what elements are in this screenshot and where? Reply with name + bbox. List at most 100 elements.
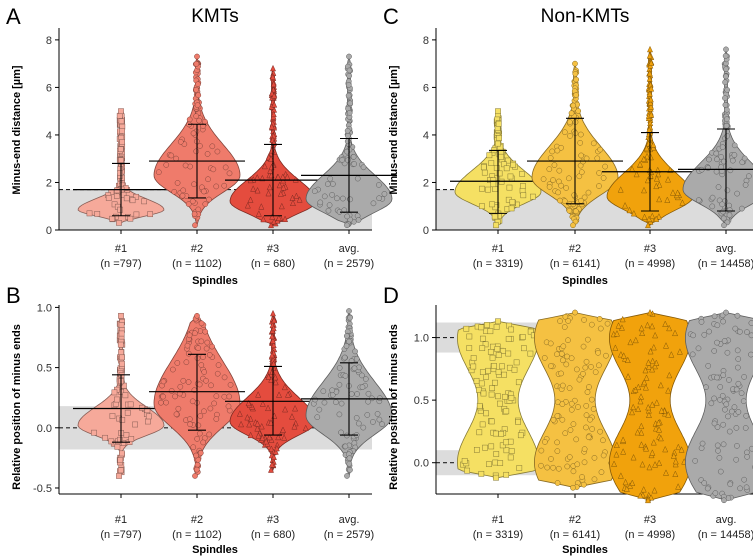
- y-axis-title: Relative position of minus ends: [388, 324, 400, 490]
- violin-group: [450, 108, 546, 229]
- data-point: [189, 398, 196, 405]
- data-point: [493, 451, 500, 457]
- data-point: [269, 368, 276, 375]
- data-point: [724, 133, 731, 139]
- data-point: [268, 461, 275, 468]
- data-point: [637, 160, 644, 168]
- data-point: [463, 325, 470, 332]
- data-point: [620, 448, 627, 455]
- data-point: [527, 328, 534, 335]
- data-point: [718, 154, 724, 160]
- data-point: [517, 432, 524, 439]
- data-point: [656, 426, 663, 433]
- data-point: [538, 462, 544, 469]
- category-label: #1: [115, 514, 127, 526]
- data-point: [494, 346, 501, 352]
- data-point: [577, 131, 584, 138]
- data-point: [492, 379, 498, 386]
- data-point: [117, 457, 124, 464]
- data-point: [196, 430, 203, 437]
- data-point: [177, 383, 184, 390]
- data-point: [679, 199, 686, 206]
- data-point: [548, 363, 554, 369]
- data-point: [124, 409, 131, 416]
- data-point: [748, 351, 753, 358]
- data-point: [118, 312, 124, 319]
- y-tick-label: 0.0: [37, 423, 52, 435]
- data-point: [613, 330, 620, 337]
- data-point: [733, 425, 740, 431]
- data-point: [644, 152, 651, 160]
- data-point: [735, 380, 742, 387]
- data-point: [321, 193, 328, 200]
- data-point: [644, 321, 651, 329]
- data-point: [603, 352, 609, 359]
- data-point: [643, 144, 650, 152]
- data-point: [261, 162, 268, 170]
- data-point: [281, 383, 288, 391]
- category-label: #1: [492, 243, 504, 255]
- data-point: [572, 309, 578, 316]
- data-point: [480, 390, 487, 397]
- data-point: [650, 343, 657, 351]
- data-point: [519, 334, 526, 340]
- panel-title-kmts: KMTs: [191, 6, 239, 27]
- data-point: [656, 195, 663, 203]
- data-point: [200, 354, 206, 360]
- data-point: [342, 372, 349, 379]
- data-point: [567, 133, 573, 139]
- data-point: [478, 380, 485, 387]
- data-point: [114, 187, 120, 194]
- data-point: [583, 412, 590, 419]
- data-point: [734, 364, 741, 371]
- data-point: [275, 214, 282, 221]
- data-point: [182, 162, 189, 169]
- data-point: [590, 406, 597, 412]
- data-point: [202, 201, 209, 207]
- data-point: [486, 461, 492, 468]
- category-label: avg.: [339, 243, 360, 255]
- data-point: [620, 436, 627, 443]
- data-point: [495, 369, 502, 375]
- data-point: [488, 391, 495, 398]
- data-point: [550, 177, 556, 183]
- data-point: [600, 437, 606, 444]
- data-point: [350, 154, 357, 160]
- data-point: [596, 170, 602, 176]
- data-point: [329, 387, 336, 394]
- data-point: [568, 110, 575, 116]
- category-count: (n =797): [100, 258, 141, 270]
- data-point: [613, 441, 620, 448]
- data-point: [721, 222, 727, 229]
- data-point: [505, 350, 512, 357]
- y-tick-label: 8: [46, 35, 52, 47]
- category-label: avg.: [339, 514, 360, 526]
- data-point: [119, 354, 125, 361]
- data-point: [540, 176, 547, 183]
- category-count: (n = 680): [251, 258, 295, 270]
- data-point: [695, 345, 702, 352]
- data-point: [296, 196, 303, 203]
- data-point: [597, 325, 604, 332]
- data-point: [168, 388, 175, 394]
- data-point: [194, 312, 200, 319]
- data-point: [116, 220, 122, 226]
- data-point: [554, 413, 561, 419]
- data-point: [340, 195, 346, 202]
- data-point: [656, 181, 663, 188]
- data-point: [479, 203, 485, 210]
- data-point: [268, 123, 275, 130]
- category-label: #3: [644, 243, 656, 255]
- data-point: [672, 329, 679, 337]
- data-point: [255, 432, 262, 439]
- data-point: [737, 328, 743, 335]
- panel-d: D Relative position of minus ends Spindles…: [383, 283, 753, 556]
- violin-group: [149, 312, 245, 479]
- data-point: [619, 315, 626, 323]
- data-point: [645, 411, 652, 418]
- data-point: [727, 207, 733, 214]
- data-point: [483, 410, 489, 417]
- data-point: [186, 332, 193, 339]
- data-point: [595, 349, 601, 356]
- data-point: [729, 157, 736, 164]
